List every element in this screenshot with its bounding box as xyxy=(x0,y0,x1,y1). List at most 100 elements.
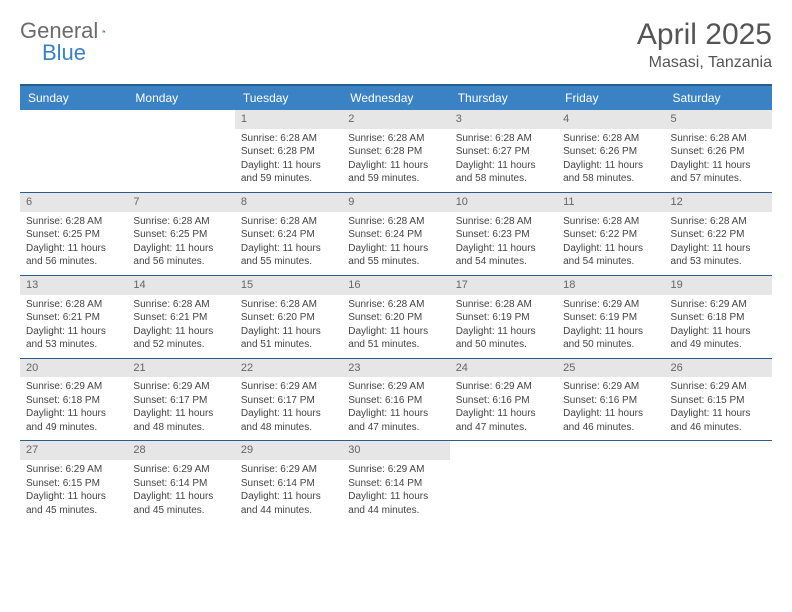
daylight-line: Daylight: 11 hours and 50 minutes. xyxy=(456,325,551,352)
sunset-line: Sunset: 6:25 PM xyxy=(26,228,121,242)
day-body: Sunrise: 6:28 AMSunset: 6:24 PMDaylight:… xyxy=(342,212,449,275)
dow-monday: Monday xyxy=(127,86,234,110)
day-body: Sunrise: 6:29 AMSunset: 6:16 PMDaylight:… xyxy=(557,377,664,440)
week-row: 6Sunrise: 6:28 AMSunset: 6:25 PMDaylight… xyxy=(20,192,772,275)
sunset-line: Sunset: 6:16 PM xyxy=(456,394,551,408)
sunset-line: Sunset: 6:27 PM xyxy=(456,145,551,159)
day-cell: 2Sunrise: 6:28 AMSunset: 6:28 PMDaylight… xyxy=(342,110,449,192)
day-number: 17 xyxy=(450,276,557,295)
daylight-line: Daylight: 11 hours and 51 minutes. xyxy=(348,325,443,352)
sunset-line: Sunset: 6:25 PM xyxy=(133,228,228,242)
daylight-line: Daylight: 11 hours and 53 minutes. xyxy=(671,242,766,269)
day-cell: 17Sunrise: 6:28 AMSunset: 6:19 PMDayligh… xyxy=(450,276,557,358)
daylight-line: Daylight: 11 hours and 49 minutes. xyxy=(671,325,766,352)
daylight-line: Daylight: 11 hours and 56 minutes. xyxy=(133,242,228,269)
daylight-line: Daylight: 11 hours and 46 minutes. xyxy=(671,407,766,434)
empty-cell xyxy=(450,441,557,523)
day-number: 23 xyxy=(342,359,449,378)
sunset-line: Sunset: 6:19 PM xyxy=(563,311,658,325)
sunrise-line: Sunrise: 6:28 AM xyxy=(671,215,766,229)
day-number: 29 xyxy=(235,441,342,460)
day-cell: 19Sunrise: 6:29 AMSunset: 6:18 PMDayligh… xyxy=(665,276,772,358)
sunset-line: Sunset: 6:28 PM xyxy=(348,145,443,159)
sunset-line: Sunset: 6:20 PM xyxy=(348,311,443,325)
week-row: 27Sunrise: 6:29 AMSunset: 6:15 PMDayligh… xyxy=(20,440,772,523)
daylight-line: Daylight: 11 hours and 51 minutes. xyxy=(241,325,336,352)
day-cell: 27Sunrise: 6:29 AMSunset: 6:15 PMDayligh… xyxy=(20,441,127,523)
day-number: 2 xyxy=(342,110,449,129)
day-cell: 30Sunrise: 6:29 AMSunset: 6:14 PMDayligh… xyxy=(342,441,449,523)
day-cell: 22Sunrise: 6:29 AMSunset: 6:17 PMDayligh… xyxy=(235,359,342,441)
daylight-line: Daylight: 11 hours and 58 minutes. xyxy=(563,159,658,186)
day-number: 18 xyxy=(557,276,664,295)
title-block: April 2025 Masasi, Tanzania xyxy=(637,18,772,72)
day-cell: 25Sunrise: 6:29 AMSunset: 6:16 PMDayligh… xyxy=(557,359,664,441)
daylight-line: Daylight: 11 hours and 48 minutes. xyxy=(133,407,228,434)
day-body: Sunrise: 6:29 AMSunset: 6:14 PMDaylight:… xyxy=(235,460,342,523)
empty-cell xyxy=(127,110,234,192)
day-cell: 5Sunrise: 6:28 AMSunset: 6:26 PMDaylight… xyxy=(665,110,772,192)
day-cell: 18Sunrise: 6:29 AMSunset: 6:19 PMDayligh… xyxy=(557,276,664,358)
day-number: 8 xyxy=(235,193,342,212)
dow-sunday: Sunday xyxy=(20,86,127,110)
day-body: Sunrise: 6:29 AMSunset: 6:14 PMDaylight:… xyxy=(127,460,234,523)
sunset-line: Sunset: 6:28 PM xyxy=(241,145,336,159)
day-number: 7 xyxy=(127,193,234,212)
brand-part2: Blue xyxy=(42,40,86,66)
day-body: Sunrise: 6:28 AMSunset: 6:27 PMDaylight:… xyxy=(450,129,557,192)
sunset-line: Sunset: 6:19 PM xyxy=(456,311,551,325)
sunrise-line: Sunrise: 6:28 AM xyxy=(241,298,336,312)
sunset-line: Sunset: 6:20 PM xyxy=(241,311,336,325)
sunrise-line: Sunrise: 6:28 AM xyxy=(348,215,443,229)
sunset-line: Sunset: 6:14 PM xyxy=(133,477,228,491)
day-number: 11 xyxy=(557,193,664,212)
sunset-line: Sunset: 6:26 PM xyxy=(563,145,658,159)
sunrise-line: Sunrise: 6:28 AM xyxy=(563,215,658,229)
day-body: Sunrise: 6:28 AMSunset: 6:25 PMDaylight:… xyxy=(20,212,127,275)
day-body: Sunrise: 6:28 AMSunset: 6:22 PMDaylight:… xyxy=(665,212,772,275)
day-body: Sunrise: 6:28 AMSunset: 6:20 PMDaylight:… xyxy=(342,295,449,358)
day-number: 16 xyxy=(342,276,449,295)
dow-friday: Friday xyxy=(557,86,664,110)
day-body: Sunrise: 6:29 AMSunset: 6:18 PMDaylight:… xyxy=(665,295,772,358)
day-number: 20 xyxy=(20,359,127,378)
day-cell: 6Sunrise: 6:28 AMSunset: 6:25 PMDaylight… xyxy=(20,193,127,275)
sunset-line: Sunset: 6:23 PM xyxy=(456,228,551,242)
day-body: Sunrise: 6:28 AMSunset: 6:21 PMDaylight:… xyxy=(20,295,127,358)
day-body: Sunrise: 6:29 AMSunset: 6:17 PMDaylight:… xyxy=(235,377,342,440)
day-body: Sunrise: 6:28 AMSunset: 6:19 PMDaylight:… xyxy=(450,295,557,358)
day-cell: 21Sunrise: 6:29 AMSunset: 6:17 PMDayligh… xyxy=(127,359,234,441)
day-body: Sunrise: 6:28 AMSunset: 6:28 PMDaylight:… xyxy=(342,129,449,192)
sunrise-line: Sunrise: 6:29 AM xyxy=(671,380,766,394)
day-body: Sunrise: 6:28 AMSunset: 6:25 PMDaylight:… xyxy=(127,212,234,275)
sunset-line: Sunset: 6:15 PM xyxy=(671,394,766,408)
sunrise-line: Sunrise: 6:28 AM xyxy=(348,298,443,312)
week-row: 13Sunrise: 6:28 AMSunset: 6:21 PMDayligh… xyxy=(20,275,772,358)
week-row: 20Sunrise: 6:29 AMSunset: 6:18 PMDayligh… xyxy=(20,358,772,441)
sunset-line: Sunset: 6:15 PM xyxy=(26,477,121,491)
sunset-line: Sunset: 6:18 PM xyxy=(26,394,121,408)
day-cell: 16Sunrise: 6:28 AMSunset: 6:20 PMDayligh… xyxy=(342,276,449,358)
daylight-line: Daylight: 11 hours and 49 minutes. xyxy=(26,407,121,434)
daylight-line: Daylight: 11 hours and 47 minutes. xyxy=(348,407,443,434)
day-body: Sunrise: 6:29 AMSunset: 6:15 PMDaylight:… xyxy=(665,377,772,440)
sunrise-line: Sunrise: 6:29 AM xyxy=(563,298,658,312)
sail-icon xyxy=(102,22,106,40)
daylight-line: Daylight: 11 hours and 47 minutes. xyxy=(456,407,551,434)
sunset-line: Sunset: 6:14 PM xyxy=(241,477,336,491)
day-cell: 4Sunrise: 6:28 AMSunset: 6:26 PMDaylight… xyxy=(557,110,664,192)
daylight-line: Daylight: 11 hours and 48 minutes. xyxy=(241,407,336,434)
daylight-line: Daylight: 11 hours and 45 minutes. xyxy=(26,490,121,517)
day-cell: 24Sunrise: 6:29 AMSunset: 6:16 PMDayligh… xyxy=(450,359,557,441)
week-row: 1Sunrise: 6:28 AMSunset: 6:28 PMDaylight… xyxy=(20,110,772,192)
sunset-line: Sunset: 6:24 PM xyxy=(348,228,443,242)
daylight-line: Daylight: 11 hours and 46 minutes. xyxy=(563,407,658,434)
sunrise-line: Sunrise: 6:28 AM xyxy=(348,132,443,146)
sunrise-line: Sunrise: 6:29 AM xyxy=(26,463,121,477)
sunrise-line: Sunrise: 6:29 AM xyxy=(241,380,336,394)
month-title: April 2025 xyxy=(637,18,772,52)
daylight-line: Daylight: 11 hours and 53 minutes. xyxy=(26,325,121,352)
day-cell: 15Sunrise: 6:28 AMSunset: 6:20 PMDayligh… xyxy=(235,276,342,358)
day-number: 4 xyxy=(557,110,664,129)
day-cell: 12Sunrise: 6:28 AMSunset: 6:22 PMDayligh… xyxy=(665,193,772,275)
